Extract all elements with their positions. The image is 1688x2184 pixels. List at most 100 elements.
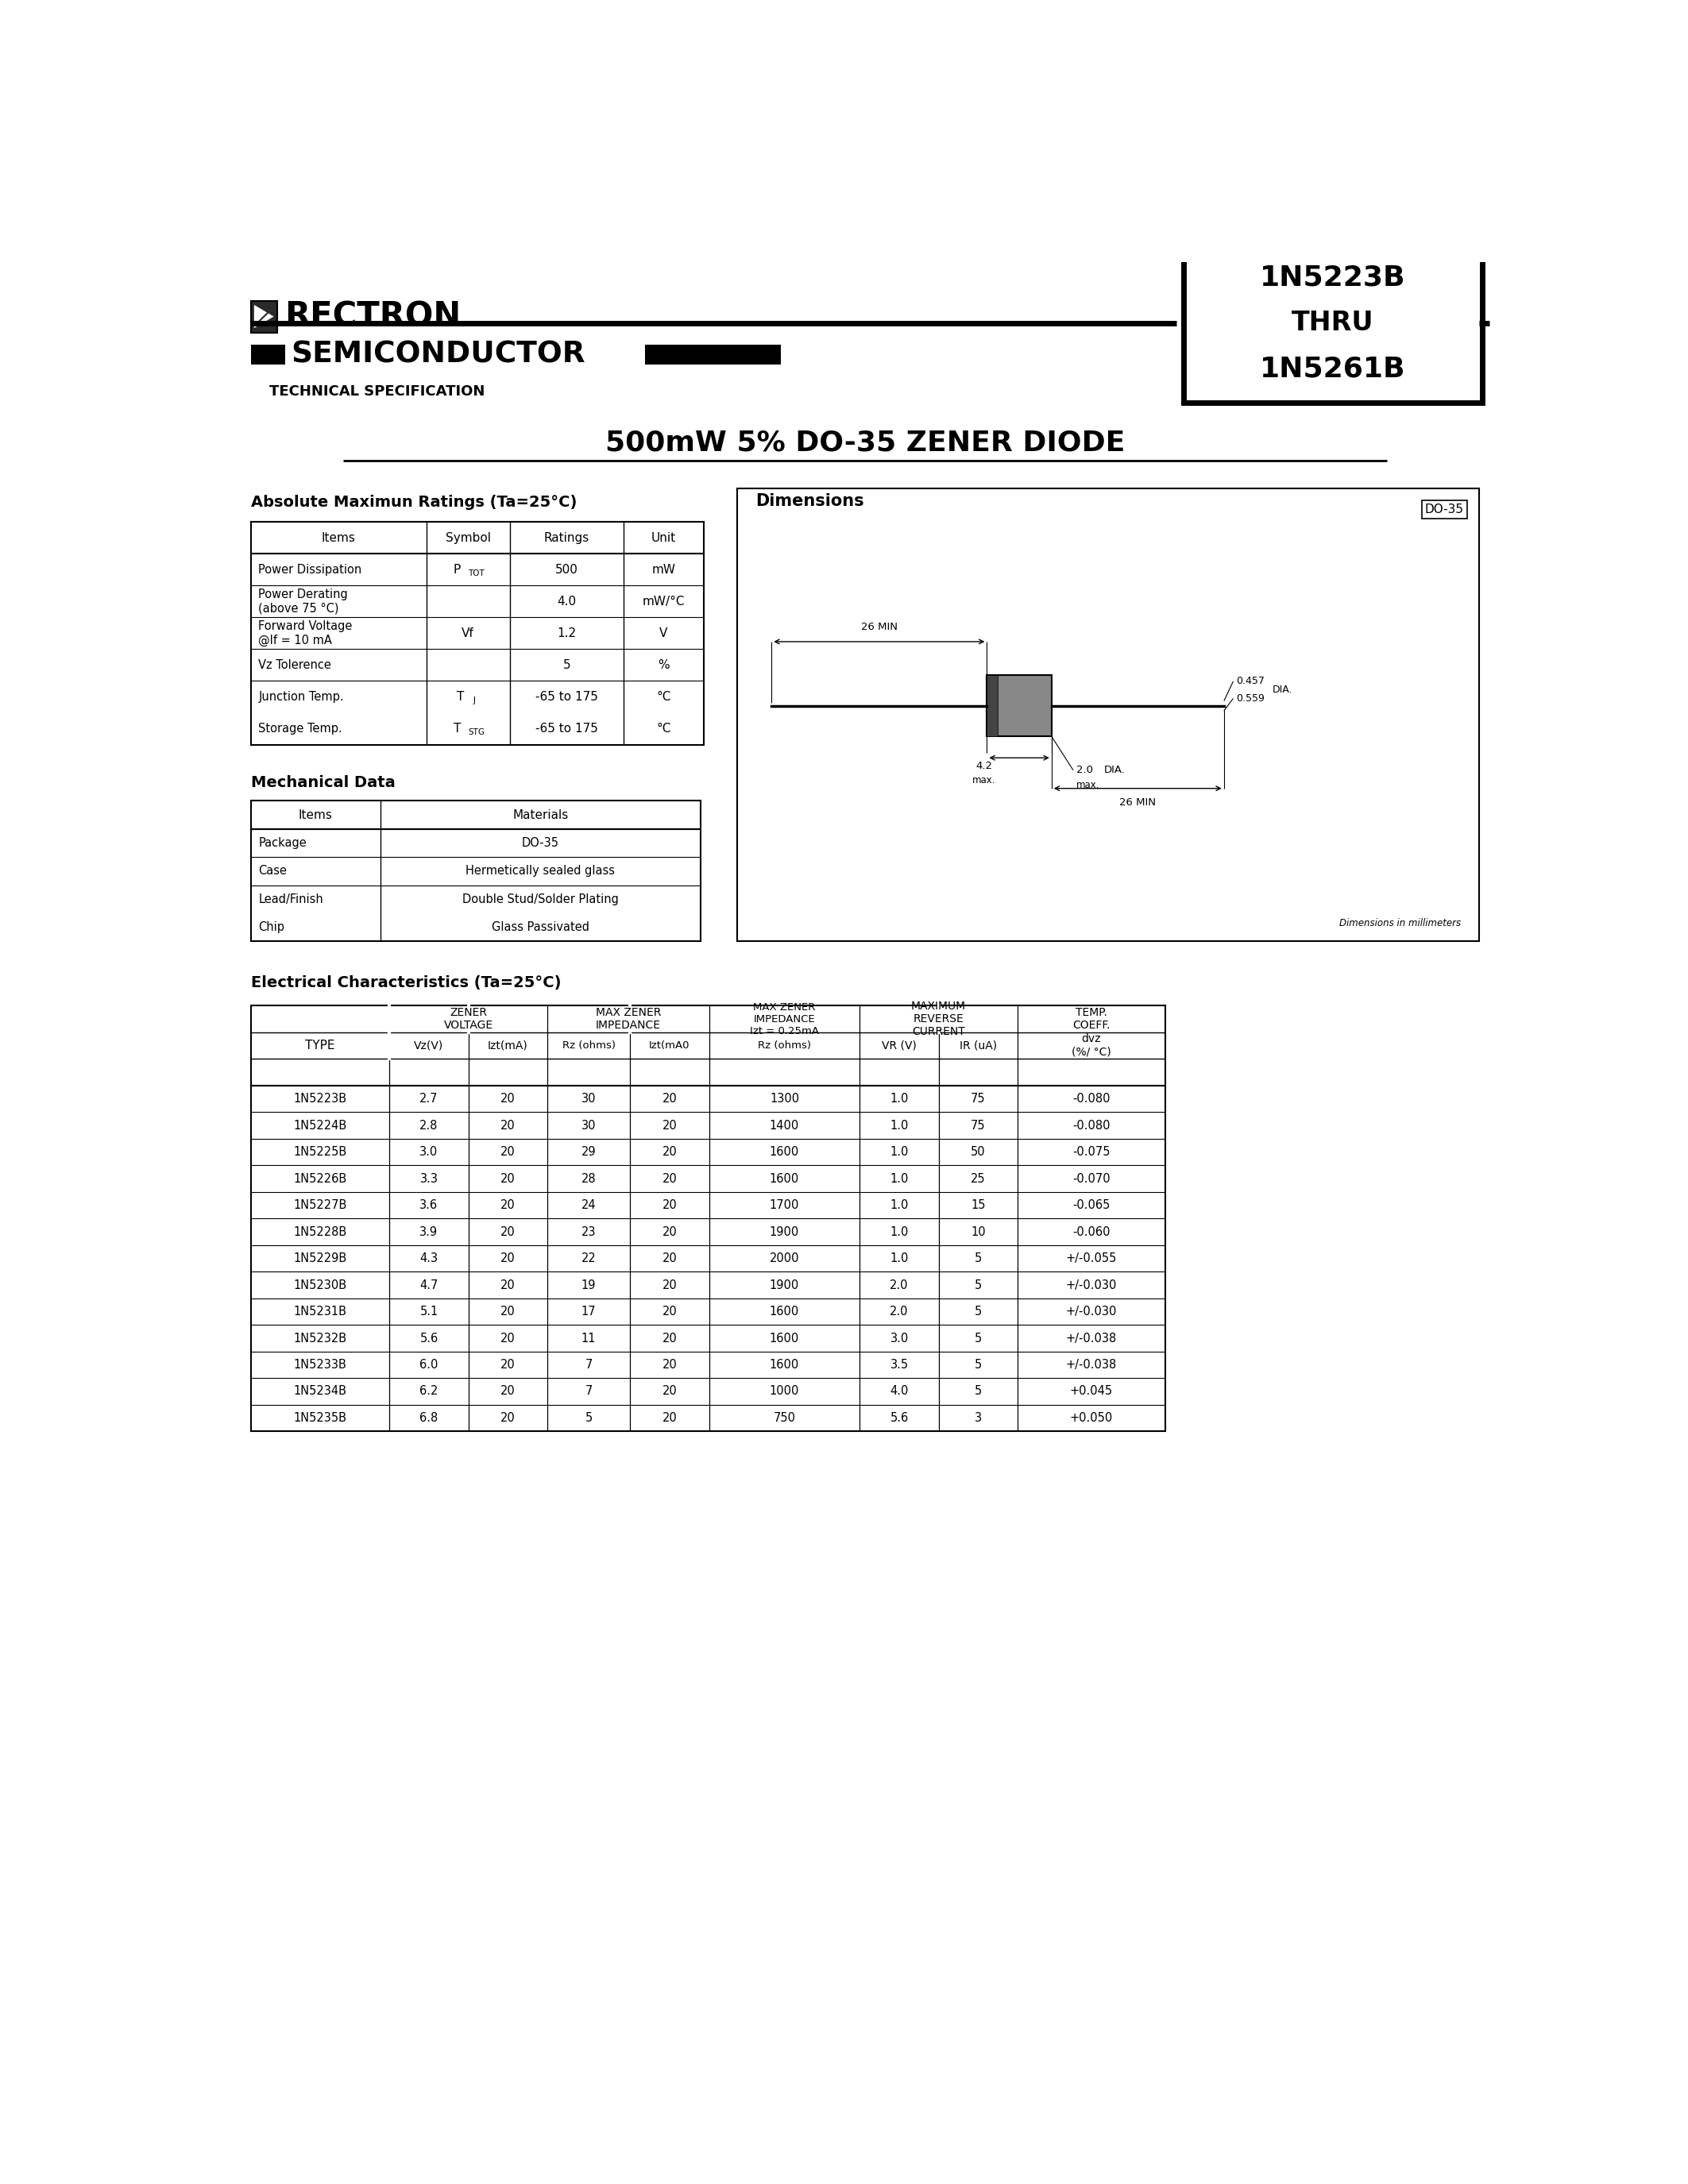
Text: +/-0.055: +/-0.055 [1065, 1251, 1117, 1265]
Text: 4.0: 4.0 [557, 596, 576, 607]
Text: 1600: 1600 [770, 1147, 798, 1158]
Text: 20: 20 [662, 1225, 677, 1238]
Text: °C: °C [657, 690, 670, 703]
Text: 500: 500 [555, 563, 577, 577]
Text: 3.5: 3.5 [890, 1358, 908, 1372]
Text: 1N5223B: 1N5223B [294, 1092, 348, 1105]
Text: +/-0.038: +/-0.038 [1065, 1358, 1117, 1372]
Text: ZENER
VOLTAGE: ZENER VOLTAGE [444, 1007, 493, 1031]
Text: 22: 22 [581, 1251, 596, 1265]
Text: Symbol: Symbol [446, 533, 491, 544]
Text: 1000: 1000 [770, 1385, 800, 1398]
Text: RECTRON: RECTRON [284, 299, 461, 334]
Text: 3.0: 3.0 [890, 1332, 908, 1343]
Text: 1.2: 1.2 [557, 627, 576, 640]
Text: -0.065: -0.065 [1072, 1199, 1111, 1212]
Text: 7: 7 [586, 1385, 592, 1398]
Text: 28: 28 [581, 1173, 596, 1184]
Text: 17: 17 [581, 1306, 596, 1317]
Text: 20: 20 [500, 1120, 515, 1131]
Text: 4.3: 4.3 [420, 1251, 439, 1265]
Text: 3.6: 3.6 [420, 1199, 439, 1212]
Text: 4.2: 4.2 [976, 760, 993, 771]
Text: 4.7: 4.7 [420, 1280, 439, 1291]
Text: J: J [473, 697, 476, 705]
Text: 5.6: 5.6 [890, 1413, 908, 1424]
Text: 30: 30 [581, 1092, 596, 1105]
Text: 2.7: 2.7 [420, 1092, 439, 1105]
Text: 1600: 1600 [770, 1358, 798, 1372]
Text: 1600: 1600 [770, 1173, 798, 1184]
Text: 1N5226B: 1N5226B [294, 1173, 348, 1184]
Text: 20: 20 [500, 1306, 515, 1317]
Text: -65 to 175: -65 to 175 [535, 690, 598, 703]
Text: Storage Temp.: Storage Temp. [258, 723, 343, 734]
Text: 1N5234B: 1N5234B [294, 1385, 348, 1398]
Text: 20: 20 [500, 1092, 515, 1105]
Text: VR (V): VR (V) [881, 1040, 917, 1051]
Text: TOT: TOT [468, 570, 484, 577]
Text: Dimensions in millimeters: Dimensions in millimeters [1339, 917, 1460, 928]
Bar [252, 802, 701, 941]
Text: Izt(mA0: Izt(mA0 [650, 1040, 690, 1051]
Text: 20: 20 [500, 1251, 515, 1265]
Text: Ratings: Ratings [544, 533, 589, 544]
Text: 20: 20 [500, 1413, 515, 1424]
Text: DO-35: DO-35 [1425, 505, 1463, 515]
Text: 1.0: 1.0 [890, 1173, 908, 1184]
Bar [645, 345, 780, 365]
Text: 20: 20 [500, 1199, 515, 1212]
Text: 1.0: 1.0 [890, 1251, 908, 1265]
Text: STG: STG [468, 729, 484, 736]
Text: 0.559: 0.559 [1236, 692, 1264, 703]
Text: DO-35: DO-35 [522, 836, 559, 850]
Bar [252, 522, 704, 745]
Text: 1400: 1400 [770, 1120, 798, 1131]
Text: MAX ZENER
IMPEDANCE: MAX ZENER IMPEDANCE [596, 1007, 660, 1031]
Text: Vz Tolerence: Vz Tolerence [258, 660, 331, 670]
Text: 20: 20 [662, 1120, 677, 1131]
Text: Power Derating: Power Derating [258, 587, 348, 601]
Text: 3.9: 3.9 [420, 1225, 439, 1238]
Text: 20: 20 [662, 1147, 677, 1158]
Text: 1.0: 1.0 [890, 1199, 908, 1212]
Text: 10: 10 [971, 1225, 986, 1238]
Bar [252, 345, 285, 365]
Bar [987, 675, 998, 736]
Text: 20: 20 [500, 1280, 515, 1291]
Text: %: % [658, 660, 668, 670]
Text: TECHNICAL SPECIFICATION: TECHNICAL SPECIFICATION [270, 384, 484, 400]
Text: Mechanical Data: Mechanical Data [252, 775, 395, 791]
Text: DIA.: DIA. [1104, 764, 1126, 775]
Text: IR (uA): IR (uA) [959, 1040, 998, 1051]
Text: T: T [457, 690, 464, 703]
Text: 1N5233B: 1N5233B [294, 1358, 346, 1372]
Text: 20: 20 [500, 1225, 515, 1238]
Text: 1N5228B: 1N5228B [294, 1225, 348, 1238]
Text: +0.045: +0.045 [1070, 1385, 1112, 1398]
Text: TYPE: TYPE [306, 1040, 336, 1051]
Text: -0.080: -0.080 [1072, 1120, 1111, 1131]
Text: T: T [452, 723, 461, 734]
Text: (above 75 °C): (above 75 °C) [258, 603, 339, 614]
Text: dvz
(%/ °C): dvz (%/ °C) [1072, 1033, 1111, 1057]
Text: -65 to 175: -65 to 175 [535, 723, 598, 734]
Text: THRU: THRU [1291, 310, 1374, 336]
Text: 5: 5 [974, 1385, 982, 1398]
Text: Lead/Finish: Lead/Finish [258, 893, 324, 904]
Text: 1.0: 1.0 [890, 1092, 908, 1105]
Text: Junction Temp.: Junction Temp. [258, 690, 344, 703]
Text: 1N5223B: 1N5223B [1259, 264, 1406, 290]
Text: Rz (ohms): Rz (ohms) [562, 1040, 616, 1051]
Text: 500mW 5% DO-35 ZENER DIODE: 500mW 5% DO-35 ZENER DIODE [606, 428, 1124, 456]
Text: max.: max. [1077, 780, 1099, 791]
Text: 20: 20 [662, 1332, 677, 1343]
Text: 1900: 1900 [770, 1225, 798, 1238]
Text: 7: 7 [586, 1358, 592, 1372]
Polygon shape [255, 306, 273, 328]
Text: 5.6: 5.6 [420, 1332, 439, 1343]
Text: 20: 20 [662, 1358, 677, 1372]
Text: 26 MIN: 26 MIN [1119, 797, 1156, 808]
Text: 20: 20 [662, 1413, 677, 1424]
Text: Double Stud/Solder Plating: Double Stud/Solder Plating [463, 893, 618, 904]
